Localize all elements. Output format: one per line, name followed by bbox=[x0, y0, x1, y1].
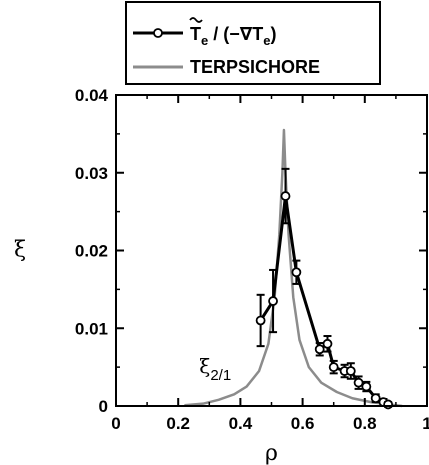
x-tick-label-2: 0.4 bbox=[229, 414, 253, 433]
legend-label-terpsichore: TERPSICHORE bbox=[190, 57, 320, 77]
xi-annotation: ξ2/1 bbox=[199, 354, 231, 384]
axis-ticks bbox=[115, 94, 428, 407]
plot-frame bbox=[115, 94, 428, 407]
y-axis-label: ξ bbox=[14, 238, 26, 263]
data-point-13 bbox=[383, 399, 394, 410]
data-point-2 bbox=[280, 191, 291, 201]
data-point-0 bbox=[255, 315, 266, 326]
y-tick-label-3: 0.03 bbox=[75, 164, 108, 183]
legend-T: T bbox=[190, 24, 201, 44]
xi-annotation-main: ξ bbox=[199, 354, 210, 378]
legend-tilde bbox=[189, 17, 203, 23]
legend-end: ) bbox=[271, 24, 277, 44]
legend-marker-measured bbox=[153, 28, 163, 38]
data-point-1 bbox=[268, 296, 278, 306]
data-point-4 bbox=[314, 344, 325, 355]
y-tick-label-1: 0.01 bbox=[75, 319, 108, 338]
x-axis-label: ρ bbox=[265, 441, 278, 465]
terpsichore-curve bbox=[184, 128, 403, 408]
legend-rest: / (−∇T bbox=[208, 24, 263, 44]
data-point-5 bbox=[322, 338, 333, 349]
x-tick-label-4: 0.8 bbox=[353, 414, 377, 433]
y-tick-label-2: 0.02 bbox=[75, 242, 108, 261]
legend-label-measured: Te / (−∇Te) bbox=[190, 24, 277, 48]
data-point-10 bbox=[361, 381, 372, 392]
legend-sub-e2: e bbox=[263, 33, 270, 48]
tick-labels: 0 0.2 0.4 0.6 0.8 1 0 0.01 0.02 0.03 0.04 bbox=[75, 86, 429, 433]
data-point-6 bbox=[328, 362, 339, 373]
x-tick-label-1: 0.2 bbox=[166, 414, 190, 433]
data-point-11 bbox=[370, 393, 381, 404]
y-tick-label-4: 0.04 bbox=[75, 86, 109, 105]
data-point-9 bbox=[353, 377, 364, 388]
legend: Te / (−∇Te) TERPSICHORE bbox=[125, 1, 381, 85]
xi-annotation-sub: 2/1 bbox=[210, 367, 231, 384]
y-tick-label-0: 0 bbox=[99, 397, 108, 416]
data-point-3 bbox=[291, 267, 302, 278]
x-tick-label-3: 0.6 bbox=[291, 414, 315, 433]
x-tick-label-5: 1 bbox=[422, 414, 429, 433]
x-tick-label-0: 0 bbox=[111, 414, 120, 433]
legend-box bbox=[125, 1, 381, 85]
legend-sub-e: e bbox=[201, 33, 208, 48]
data-point-8 bbox=[345, 366, 356, 376]
